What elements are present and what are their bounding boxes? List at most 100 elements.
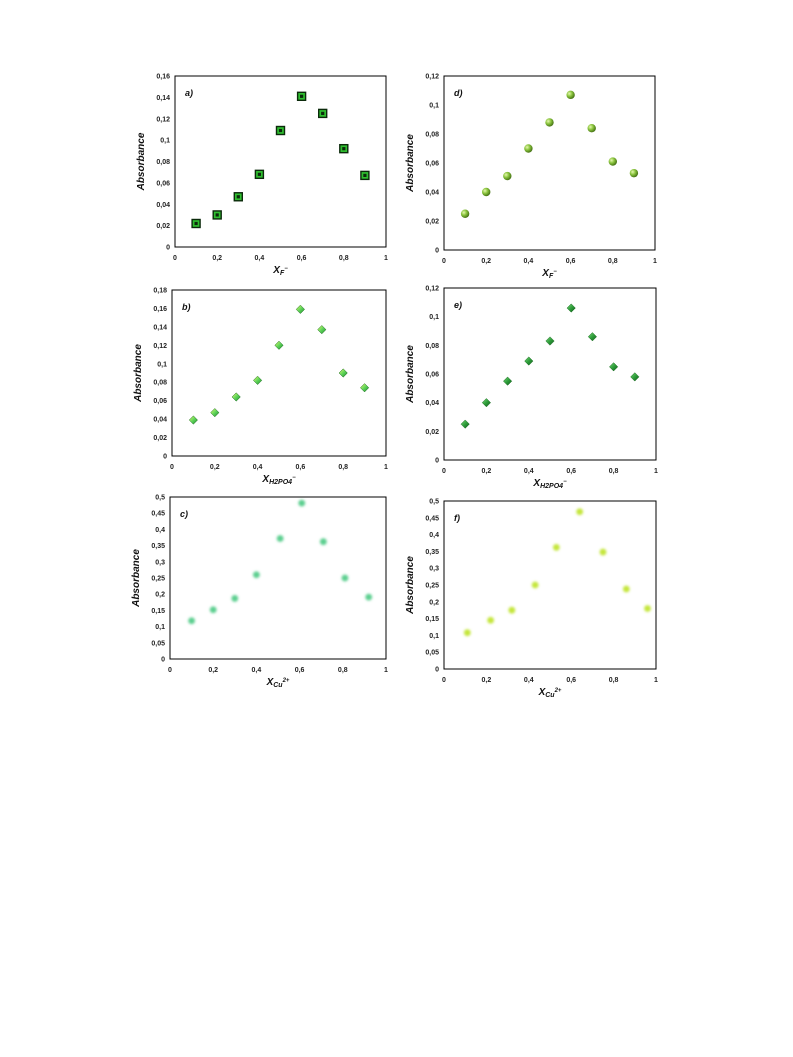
y-tick-label: 0,16 — [153, 306, 167, 313]
data-point — [608, 157, 617, 166]
panel-label: e) — [454, 300, 462, 310]
data-point — [524, 144, 533, 153]
x-axis-label: XF− — [541, 268, 557, 280]
x-tick-label: 0,2 — [482, 677, 492, 684]
data-point — [545, 118, 554, 127]
panel-label: d) — [454, 88, 463, 98]
data-point — [630, 372, 640, 382]
y-tick-label: 0 — [435, 458, 439, 465]
x-axis-label: XH2PO4− — [261, 474, 296, 486]
data-point — [295, 304, 305, 314]
data-point — [531, 581, 539, 589]
plot-frame — [174, 75, 387, 248]
x-tick-label: 0,8 — [339, 255, 349, 262]
y-tick-label: 0,16 — [156, 74, 170, 81]
y-tick-label: 0,04 — [156, 202, 170, 209]
data-point-core — [215, 213, 219, 217]
y-tick-label: 0,45 — [425, 515, 439, 522]
data-point-core — [257, 172, 261, 176]
panel-label: f) — [454, 513, 460, 523]
data-point — [503, 171, 512, 181]
plot-frame — [443, 75, 656, 251]
x-axis-label: XCu2+ — [538, 687, 562, 699]
y-tick-label: 0,12 — [425, 74, 439, 81]
y-axis-label: Absorbance — [405, 134, 416, 193]
y-tick-label: 0,35 — [151, 543, 165, 550]
chart-panel-d: d) 0 0,02 0,04 0,06 0,08 0,1 0,12 0 0,2 0,4 0,6 0,8 1… — [405, 74, 657, 281]
data-point — [210, 408, 220, 418]
data-point — [622, 585, 630, 593]
data-point — [317, 325, 327, 335]
x-tick-label: 1 — [654, 677, 658, 684]
x-tick-label: 0,2 — [208, 667, 218, 674]
data-point — [545, 336, 555, 346]
data-point-core — [342, 147, 346, 151]
chart-panel-b: b) 0 0,02 0,04 0,06 0,08 0,1 0,12 0,14 0,16 0,18 0 0… — [133, 288, 388, 487]
x-tick-label: 0,8 — [338, 464, 348, 471]
panel-label: b) — [182, 302, 191, 312]
x-tick-label: 0,6 — [566, 258, 576, 265]
data-point — [209, 606, 217, 614]
y-tick-label: 0,1 — [429, 103, 439, 110]
x-tick-label: 0,6 — [295, 667, 305, 674]
y-tick-label: 0,02 — [425, 219, 439, 226]
y-tick-label: 0,45 — [151, 511, 165, 518]
x-tick-label: 0 — [170, 464, 174, 471]
y-tick-label: 0,1 — [155, 624, 165, 631]
data-point — [338, 368, 348, 378]
y-tick-label: 0,3 — [429, 566, 439, 573]
y-tick-label: 0,06 — [425, 161, 439, 168]
data-point — [587, 124, 596, 133]
data-point-core — [321, 111, 325, 116]
data-point — [298, 499, 306, 507]
y-tick-label: 0,25 — [151, 576, 165, 583]
y-tick-label: 0,08 — [425, 132, 439, 139]
y-tick-label: 0,14 — [156, 95, 170, 102]
data-point — [460, 209, 470, 218]
y-tick-label: 0,06 — [156, 180, 170, 187]
data-point — [191, 218, 201, 229]
x-tick-label: 0,2 — [212, 255, 222, 262]
chart-panel-c: c) 0 0,05 0,1 0,15 0,2 0,25 0,3 0,35 0,4 0,45 0,5 0 0… — [131, 495, 388, 690]
data-point — [318, 108, 328, 119]
y-tick-label: 0,12 — [425, 286, 439, 293]
y-tick-label: 0,1 — [429, 314, 439, 321]
data-point — [233, 192, 244, 202]
x-tick-label: 0 — [442, 677, 446, 684]
plot-frame — [169, 496, 387, 660]
data-point-core — [363, 173, 367, 177]
plot-frame — [443, 500, 657, 670]
x-tick-label: 0,8 — [338, 667, 348, 674]
x-tick-label: 0,4 — [255, 255, 265, 262]
y-tick-label: 0,02 — [153, 435, 167, 442]
x-tick-label: 0,4 — [524, 258, 534, 265]
y-tick-label: 0,1 — [157, 361, 167, 368]
y-tick-label: 0,04 — [425, 400, 439, 407]
data-point-core — [300, 94, 304, 98]
y-tick-label: 0,06 — [425, 372, 439, 379]
y-tick-label: 0,5 — [155, 495, 165, 502]
y-tick-label: 0,1 — [160, 138, 170, 145]
y-tick-label: 0,05 — [151, 640, 165, 647]
x-tick-label: 0 — [442, 468, 446, 475]
data-point — [629, 168, 639, 178]
data-point — [360, 170, 370, 181]
plot-frame — [443, 287, 657, 461]
data-point — [360, 383, 370, 393]
x-tick-label: 1 — [654, 468, 658, 475]
x-tick-label: 0,6 — [566, 468, 576, 475]
data-point — [463, 629, 471, 637]
y-tick-label: 0,05 — [425, 650, 439, 657]
x-tick-label: 1 — [653, 258, 657, 265]
data-point — [482, 187, 491, 197]
y-tick-label: 0,3 — [155, 559, 165, 566]
data-point — [296, 91, 307, 102]
data-point — [599, 548, 607, 556]
y-axis-label: Absorbance — [131, 549, 142, 608]
panel-label: c) — [180, 509, 188, 519]
y-tick-label: 0,04 — [153, 417, 167, 424]
data-point — [365, 593, 373, 601]
data-point — [231, 595, 239, 602]
data-point — [276, 535, 284, 542]
y-axis-label: Absorbance — [136, 132, 147, 191]
